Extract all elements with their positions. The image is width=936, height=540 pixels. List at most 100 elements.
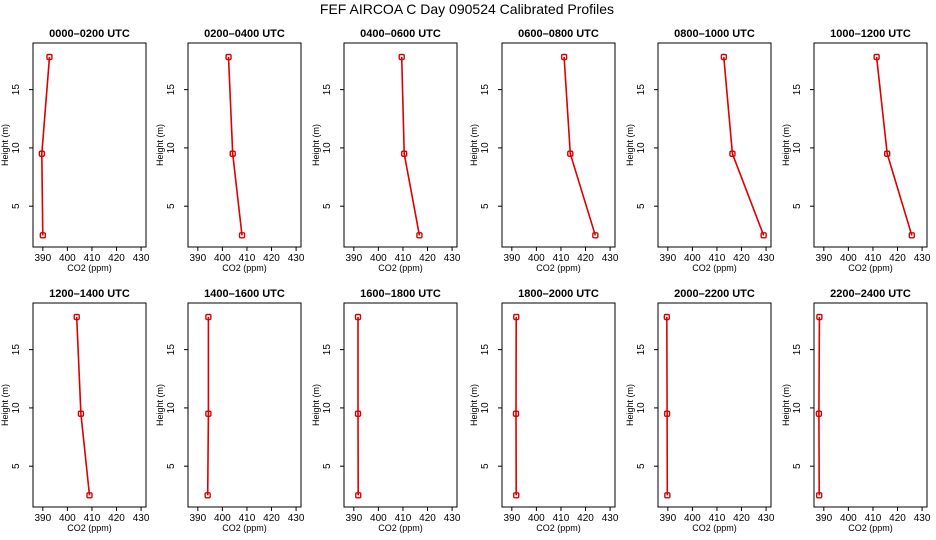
panel-title: 0800–1000 UTC: [674, 28, 755, 40]
y-axis-label: Height (m): [469, 124, 479, 166]
x-tick-label: 400: [214, 253, 231, 264]
plot-frame: [343, 302, 458, 508]
x-tick-label: 390: [34, 253, 51, 264]
y-tick-label: 10: [322, 142, 333, 154]
x-tick-label: 430: [758, 253, 775, 264]
x-tick-label: 390: [659, 513, 676, 524]
data-point: [884, 150, 891, 157]
data-point: [398, 53, 405, 61]
x-tick-label: 400: [370, 253, 387, 264]
y-tick-label: 10: [480, 402, 491, 414]
y-tick-label: 10: [11, 402, 22, 414]
x-tick-label: 410: [239, 253, 256, 264]
profile-line: [206, 317, 210, 496]
y-tick-label: 15: [11, 344, 22, 356]
x-tick-label: 390: [345, 253, 362, 264]
x-tick-label: 430: [602, 253, 619, 264]
profile-line: [875, 56, 913, 236]
x-axis-label: CO2 (ppm): [692, 523, 737, 533]
x-tick-label: 430: [914, 253, 931, 264]
profile-line: [818, 316, 821, 496]
x-axis-label: CO2 (ppm): [536, 523, 581, 533]
x-axis-label: CO2 (ppm): [378, 263, 423, 273]
plot-frame: [32, 302, 147, 508]
x-axis-label: CO2 (ppm): [67, 263, 112, 273]
data-point: [77, 410, 85, 417]
x-tick-label: 400: [840, 253, 857, 264]
panel-5: 1000–1200 UTC 390 400 410 420 430 5 10 15 CO2 (pp…: [781, 28, 931, 273]
x-tick-label: 420: [108, 513, 125, 524]
data-point: [229, 150, 236, 157]
y-tick-label: 15: [322, 84, 333, 96]
data-point: [873, 53, 880, 61]
panel-title: 0200–0400 UTC: [204, 28, 285, 40]
x-tick-label: 390: [189, 513, 206, 524]
y-tick-label: 5: [792, 463, 803, 469]
x-tick-label: 430: [444, 513, 461, 524]
profile-line: [723, 56, 765, 236]
data-point: [560, 53, 568, 61]
data-point: [720, 53, 728, 61]
x-tick-label: 430: [288, 513, 305, 524]
x-tick-label: 420: [577, 253, 594, 264]
y-tick-label: 10: [11, 142, 22, 154]
y-tick-label: 15: [480, 344, 491, 356]
panel-title: 2000–2200 UTC: [674, 288, 755, 300]
y-axis-label: Height (m): [155, 124, 165, 166]
x-tick-label: 420: [733, 253, 750, 264]
y-tick-label: 15: [11, 84, 22, 96]
y-tick-label: 15: [792, 344, 803, 356]
y-tick-label: 5: [322, 203, 333, 209]
x-tick-label: 410: [239, 513, 256, 524]
x-tick-label: 390: [503, 513, 520, 524]
x-tick-label: 390: [189, 253, 206, 264]
plot-frame: [501, 302, 616, 508]
x-tick-label: 390: [345, 513, 362, 524]
x-tick-label: 400: [370, 513, 387, 524]
x-tick-label: 420: [889, 253, 906, 264]
y-axis-label: Height (m): [469, 384, 479, 426]
data-point: [205, 313, 212, 321]
data-point: [512, 410, 520, 417]
data-point: [205, 410, 212, 417]
x-tick-label: 430: [602, 513, 619, 524]
panel-0: 0000–0200 UTC 390 400 410 420 430 5 10 15 CO2 (pp…: [0, 28, 150, 273]
x-tick-label: 420: [577, 513, 594, 524]
y-tick-label: 5: [166, 203, 177, 209]
x-tick-label: 400: [684, 513, 701, 524]
profile-line: [665, 316, 669, 496]
plot-frame: [501, 42, 616, 248]
data-point: [663, 313, 671, 321]
x-tick-label: 410: [84, 253, 101, 264]
data-point: [815, 492, 823, 499]
panel-title: 0600–0800 UTC: [518, 28, 599, 40]
profile-line: [75, 316, 91, 496]
profile-line: [563, 56, 597, 236]
data-point: [567, 150, 574, 157]
y-tick-label: 15: [166, 344, 177, 356]
y-tick-label: 5: [792, 203, 803, 209]
y-tick-label: 10: [322, 402, 333, 414]
data-point: [400, 150, 408, 157]
panel-title: 1600–1800 UTC: [360, 288, 441, 300]
x-tick-label: 410: [709, 513, 726, 524]
panel-7: 1400–1600 UTC 390 400 410 420 430 5 10 15 CO2 (pp…: [155, 288, 305, 533]
data-point: [416, 232, 423, 239]
panel-title: 1800–2000 UTC: [518, 288, 599, 300]
panel-4: 0800–1000 UTC 390 400 410 420 430 5 10 15 CO2 (pp…: [625, 28, 775, 273]
y-tick-label: 10: [792, 402, 803, 414]
data-point: [816, 313, 823, 321]
y-tick-label: 10: [636, 402, 647, 414]
x-tick-label: 410: [553, 513, 570, 524]
x-tick-label: 390: [815, 513, 832, 524]
x-axis-label: CO2 (ppm): [378, 523, 423, 533]
panel-3: 0600–0800 UTC 390 400 410 420 430 5 10 15 CO2 (pp…: [469, 28, 619, 273]
x-axis-label: CO2 (ppm): [222, 523, 267, 533]
x-tick-label: 420: [889, 513, 906, 524]
profile-line: [227, 56, 243, 236]
data-point: [760, 232, 767, 239]
plot-frame: [343, 42, 458, 248]
y-tick-label: 5: [636, 463, 647, 469]
x-tick-label: 400: [840, 513, 857, 524]
